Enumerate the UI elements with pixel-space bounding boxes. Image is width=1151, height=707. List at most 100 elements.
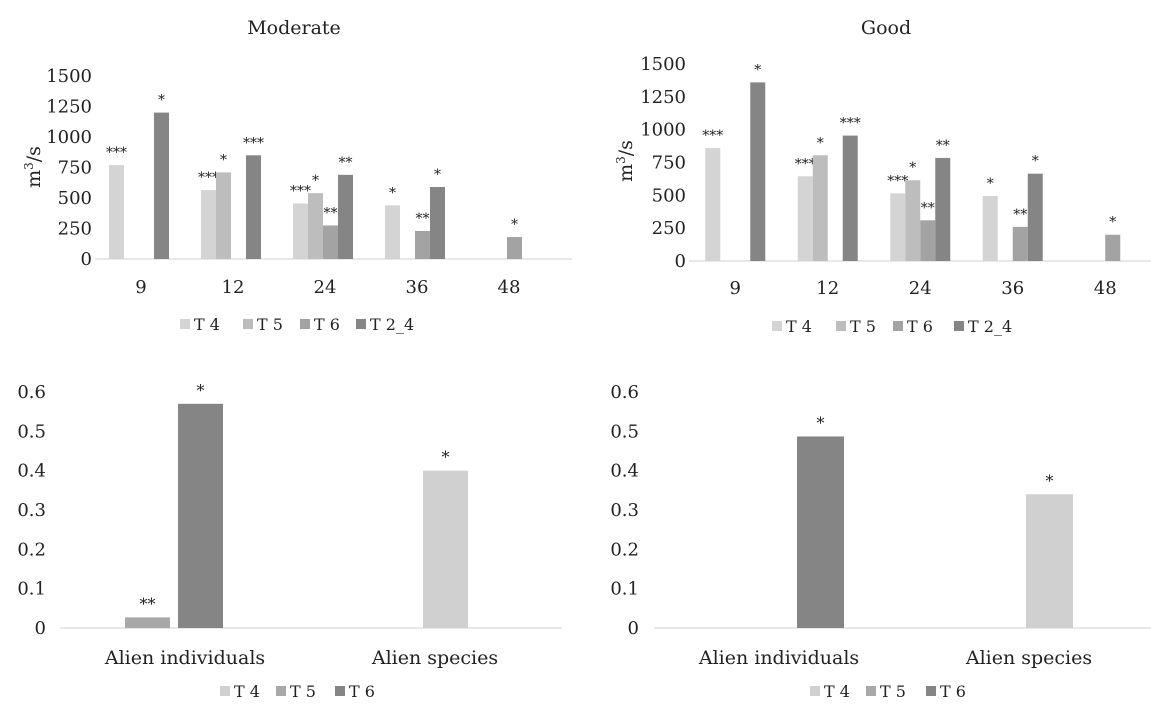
significance-label: ** <box>140 594 156 613</box>
x-tick-label: 24 <box>314 277 337 298</box>
bar <box>109 165 124 259</box>
legend-label: T 5 <box>880 682 906 701</box>
y-tick-label: 0.5 <box>17 421 46 442</box>
legend-swatch <box>356 319 366 329</box>
legend-swatch <box>220 686 230 696</box>
x-tick-label: Alien species <box>965 647 1092 669</box>
y-tick-label: 1250 <box>46 97 92 118</box>
x-tick-label: Alien species <box>371 647 498 669</box>
x-tick-label: 48 <box>498 277 521 298</box>
legend-swatch <box>926 686 936 696</box>
bar <box>797 176 813 261</box>
significance-label: * <box>817 135 824 151</box>
legend-swatch <box>180 319 190 329</box>
y-tick-label: 750 <box>58 158 92 179</box>
y-axis-label-per: /s <box>615 140 637 156</box>
significance-label: * <box>1046 471 1054 490</box>
x-tick-label: 9 <box>135 277 146 298</box>
legend-swatch <box>276 686 286 696</box>
legend-label: T 2_4 <box>968 317 1012 336</box>
y-axis-label-unit: m <box>615 164 637 182</box>
y-axis-label: m3/s <box>614 140 637 182</box>
significance-label: ** <box>1013 207 1027 223</box>
bar <box>905 180 921 261</box>
significance-label: * <box>197 381 205 400</box>
y-axis-label-unit: m <box>23 170 45 188</box>
legend-label: T 6 <box>940 682 966 701</box>
x-tick-label: 48 <box>1094 278 1117 299</box>
significance-label: *** <box>243 135 264 151</box>
x-tick-label: 24 <box>909 278 932 299</box>
y-tick-label: 0 <box>35 618 46 639</box>
bar <box>920 220 936 261</box>
significance-label: ** <box>921 200 935 216</box>
y-tick-label: 250 <box>652 218 686 239</box>
bar <box>423 470 468 628</box>
bar <box>935 157 951 261</box>
bar <box>125 617 170 628</box>
x-tick-label: Alien individuals <box>698 647 859 669</box>
y-axis-label-per: /s <box>23 146 45 162</box>
bar <box>750 82 766 262</box>
significance-label: * <box>312 173 319 189</box>
legend-label: T 4 <box>194 315 220 334</box>
legend-swatch <box>335 686 345 696</box>
y-tick-label: 0.4 <box>17 461 46 482</box>
bar <box>246 155 261 259</box>
chart-alien-right: 0 0.1 0.2 0.3 0.4 0.5 0.6 Alien individuals * Ali… <box>610 382 1151 701</box>
legend-swatch <box>772 321 782 331</box>
x-tick-label: 12 <box>222 277 245 298</box>
y-tick-label: 0.5 <box>610 421 639 442</box>
x-tick-label: 36 <box>406 277 429 298</box>
bar <box>201 190 216 259</box>
bar <box>890 193 906 261</box>
y-axis-label: m3/s <box>22 146 45 188</box>
legend-swatch <box>893 321 903 331</box>
significance-label: *** <box>106 145 127 161</box>
y-tick-label: 1250 <box>640 87 686 108</box>
y-tick-label: 1000 <box>46 127 92 148</box>
significance-label: ** <box>324 205 338 221</box>
significance-label: ** <box>416 211 430 227</box>
y-tick-label: 1500 <box>640 54 686 75</box>
bar <box>154 112 169 259</box>
y-tick-label: 0.2 <box>610 539 639 560</box>
legend-label: T 5 <box>257 315 283 334</box>
significance-label: ** <box>339 155 353 171</box>
significance-label: * <box>987 176 994 192</box>
bar <box>1105 234 1121 261</box>
y-tick-label: 0.1 <box>17 579 46 600</box>
chart-title: Good <box>861 17 911 39</box>
y-tick-label: 500 <box>652 185 686 206</box>
legend-swatch <box>810 686 820 696</box>
bar <box>308 193 323 259</box>
bar <box>430 187 445 259</box>
significance-label: *** <box>887 173 908 189</box>
y-tick-label: 0.2 <box>17 539 46 560</box>
y-tick-label: 750 <box>652 153 686 174</box>
bar <box>797 436 844 628</box>
y-tick-label: 0.3 <box>610 500 639 521</box>
significance-label: * <box>389 185 396 201</box>
legend-label: T 6 <box>349 682 375 701</box>
bar <box>385 205 400 259</box>
significance-label: ** <box>936 138 950 154</box>
legend-label: T 6 <box>907 317 933 336</box>
y-axis-label-exponent: 3 <box>614 156 628 164</box>
bar <box>1012 226 1028 261</box>
bar <box>1026 494 1073 628</box>
significance-label: *** <box>198 170 219 186</box>
y-tick-label: 0.6 <box>17 382 46 403</box>
x-tick-label: 9 <box>730 278 741 299</box>
legend-swatch <box>954 321 964 331</box>
chart-title: Moderate <box>247 17 341 39</box>
significance-label: *** <box>702 128 723 144</box>
bar <box>178 403 223 628</box>
legend-label: T 2_4 <box>370 315 414 334</box>
y-tick-label: 0 <box>675 251 686 272</box>
bar <box>293 203 308 259</box>
significance-label: * <box>909 160 916 176</box>
legend-label: T 5 <box>850 317 876 336</box>
significance-label: * <box>434 167 441 183</box>
